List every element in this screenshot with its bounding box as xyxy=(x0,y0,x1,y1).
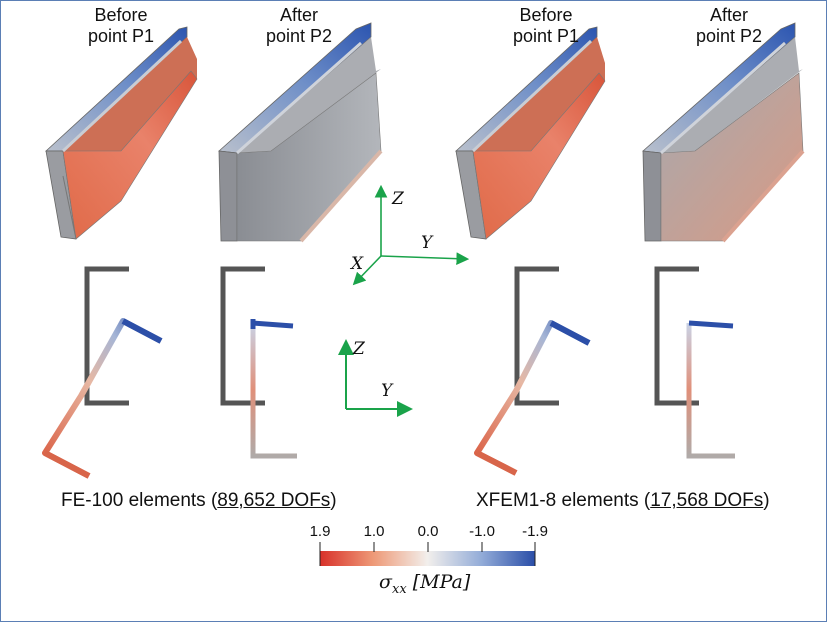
panel-title-line1: After xyxy=(709,5,748,25)
caption-xfem: XFEM1-8 elements (17,568 DOFs) xyxy=(476,489,770,512)
panel-title-xfem-before: Before point P1 xyxy=(506,5,586,47)
panel-title-xfem-after: After point P2 xyxy=(689,5,769,47)
panel-title-fe-before: Before point P1 xyxy=(81,5,161,47)
section-2d-xfem-after xyxy=(654,266,735,459)
caption-xfem-dofs: 17,568 DOFs xyxy=(650,490,764,511)
section-2d-xfem-before xyxy=(474,266,591,476)
axes-2d-triad xyxy=(338,339,413,417)
section-2d-fe-after xyxy=(220,266,297,459)
caption-fe-suffix: ) xyxy=(330,490,337,511)
colorbar-title: σxx [MPa] xyxy=(379,571,470,597)
panel-title-line1: Before xyxy=(519,5,573,25)
colorbar-gradient xyxy=(320,551,535,566)
colorbar xyxy=(319,542,536,566)
caption-fe: FE-100 elements (89,652 DOFs) xyxy=(61,489,337,512)
colorbar-tick-label: 1.9 xyxy=(309,523,331,540)
axis3d-z-label: Z xyxy=(392,189,404,209)
axis2d-y-label: Y xyxy=(381,381,393,401)
beam-3d-fe-after xyxy=(218,22,383,243)
beam-3d-xfem-after xyxy=(642,22,805,243)
panel-title-fe-after: After point P2 xyxy=(259,5,339,47)
panel-title-line1: Before xyxy=(94,5,148,25)
caption-fe-dofs: 89,652 DOFs xyxy=(217,490,331,511)
beam-3d-fe-before xyxy=(44,26,198,240)
panel-title-line2: point P2 xyxy=(695,26,763,46)
axis3d-y-label: Y xyxy=(421,233,433,253)
caption-fe-prefix: FE-100 elements ( xyxy=(61,490,218,511)
axis3d-x-label: X xyxy=(351,254,364,274)
section-2d-fe-before xyxy=(42,266,163,479)
caption-xfem-prefix: XFEM1-8 elements ( xyxy=(476,490,651,511)
panel-title-line2: point P2 xyxy=(265,26,333,46)
axis2d-z-label: Z xyxy=(353,339,365,359)
beam-3d-xfem-before xyxy=(454,26,606,240)
panel-title-line2: point P1 xyxy=(512,26,580,46)
panel-title-line1: After xyxy=(279,5,318,25)
axes-3d-triad xyxy=(352,184,470,286)
colorbar-tick-label: -1.9 xyxy=(522,523,548,540)
colorbar-tick-label: -1.0 xyxy=(469,523,495,540)
panel-title-line2: point P1 xyxy=(87,26,155,46)
caption-xfem-suffix: ) xyxy=(763,490,770,511)
colorbar-title-symbol: σ xyxy=(379,571,392,593)
colorbar-tick-label: 0.0 xyxy=(417,523,439,540)
colorbar-title-unit: [MPa] xyxy=(412,571,471,593)
colorbar-title-subscript: xx xyxy=(391,581,407,597)
colorbar-tick-label: 1.0 xyxy=(363,523,385,540)
